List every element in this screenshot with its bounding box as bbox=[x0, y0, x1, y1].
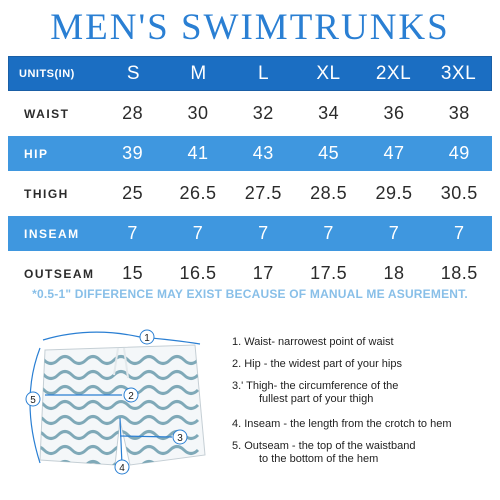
table-header-row: UNITS(IN) S M L XL 2XL 3XL bbox=[8, 56, 492, 91]
header-size: L bbox=[257, 62, 270, 84]
table-cell: 17.5 bbox=[310, 263, 348, 283]
marker-label: 1 bbox=[144, 333, 150, 344]
swim-trunks-shape bbox=[39, 344, 206, 466]
instruction-hip: 2. Hip - the widest part of your hips bbox=[232, 358, 402, 371]
instruction-line: 1. Waist- narrowest point of waist bbox=[232, 336, 394, 348]
table-cell: 36 bbox=[383, 103, 405, 123]
thigh-line bbox=[119, 435, 173, 438]
instruction-inseam: 4. Inseam - the length from the crotch t… bbox=[232, 418, 452, 431]
table-cell: 34 bbox=[318, 103, 340, 123]
row-label: WAIST bbox=[24, 106, 70, 121]
table-cell: 28 bbox=[122, 103, 144, 123]
table-row-inseam: INSEAM 7 7 7 7 7 7 bbox=[8, 216, 492, 251]
table-row-waist: WAIST 28 30 32 34 36 38 bbox=[8, 96, 492, 131]
row-label: THIGH bbox=[24, 186, 69, 201]
instruction-line: 2. Hip - the widest part of your hips bbox=[232, 358, 402, 370]
table-cell: 43 bbox=[252, 143, 274, 163]
instruction-line: 4. Inseam - the length from the crotch t… bbox=[232, 418, 452, 430]
measurement-disclaimer: *0.5-1" DIFFERENCE MAY EXIST BECAUSE OF … bbox=[32, 287, 468, 301]
table-cell: 30.5 bbox=[440, 183, 478, 203]
table-cell: 32 bbox=[252, 103, 274, 123]
marker-label: 4 bbox=[119, 463, 125, 474]
table-cell: 27.5 bbox=[244, 183, 282, 203]
instruction-thigh: 3.' Thigh- the circumference of the full… bbox=[232, 380, 398, 406]
table-cell: 7 bbox=[388, 223, 400, 243]
table-cell: 39 bbox=[122, 143, 144, 163]
table-cell: 28.5 bbox=[310, 183, 348, 203]
header-size: 2XL bbox=[375, 62, 412, 84]
table-cell: 18 bbox=[383, 263, 405, 283]
measure-markers bbox=[25, 329, 188, 475]
row-label: HIP bbox=[24, 146, 49, 161]
inseam-line bbox=[119, 417, 123, 466]
drawstring bbox=[113, 347, 129, 379]
table-cell: 47 bbox=[383, 143, 405, 163]
header-label: UNITS(IN) bbox=[19, 67, 75, 80]
marker-label: 3 bbox=[177, 433, 183, 444]
table-row-outseam: OUTSEAM 15 16.5 17 17.5 18 18.5 bbox=[8, 256, 492, 291]
table-cell: 7 bbox=[127, 223, 138, 243]
waist-line bbox=[42, 331, 201, 345]
instruction-line: to the bottom of the hem bbox=[259, 453, 379, 465]
table-cell: 49 bbox=[448, 143, 470, 163]
table-cell: 7 bbox=[192, 223, 204, 243]
table-cell: 17 bbox=[252, 263, 274, 283]
table-cell: 7 bbox=[323, 223, 334, 243]
instruction-outseam: 5. Outseam - the top of the waistband to… bbox=[232, 440, 415, 466]
table-cell: 15 bbox=[122, 263, 144, 283]
table-cell: 7 bbox=[454, 223, 465, 243]
header-size: XL bbox=[316, 62, 341, 84]
table-cell: 26.5 bbox=[179, 183, 217, 203]
instruction-waist: 1. Waist- narrowest point of waist bbox=[232, 336, 394, 349]
row-label: OUTSEAM bbox=[24, 266, 95, 281]
table-cell: 25 bbox=[122, 183, 144, 203]
table-cell: 45 bbox=[318, 143, 340, 163]
table-cell: 30 bbox=[187, 103, 209, 123]
marker-label: 2 bbox=[128, 391, 134, 402]
instruction-line: fullest part of your thigh bbox=[259, 393, 374, 405]
table-cell: 7 bbox=[258, 223, 269, 243]
row-label: INSEAM bbox=[24, 226, 80, 241]
table-row-thigh: THIGH 25 26.5 27.5 28.5 29.5 30.5 bbox=[8, 176, 492, 211]
table-cell: 41 bbox=[187, 143, 209, 163]
table-cell: 18.5 bbox=[440, 263, 478, 283]
instruction-line: 5. Outseam - the top of the waistband bbox=[232, 440, 416, 452]
header-size: 3XL bbox=[440, 62, 477, 84]
page-title: MEN'S SWIMTRUNKS bbox=[50, 7, 450, 48]
table-cell: 29.5 bbox=[375, 183, 413, 203]
marker-label: 5 bbox=[30, 395, 36, 406]
table-cell: 16.5 bbox=[179, 263, 217, 283]
size-chart-table: UNITS(IN) S M L XL 2XL 3XL WAIST 28 30 3… bbox=[8, 56, 492, 296]
instruction-line: 3.' Thigh- the circumference of the bbox=[232, 380, 399, 392]
swim-trunks-illustration: 1 2 3 4 5 bbox=[25, 329, 206, 475]
table-cell: 38 bbox=[448, 103, 470, 123]
header-size: M bbox=[190, 62, 207, 84]
header-size: S bbox=[126, 62, 141, 84]
table-row-hip: HIP 39 41 43 45 47 49 bbox=[8, 136, 492, 171]
